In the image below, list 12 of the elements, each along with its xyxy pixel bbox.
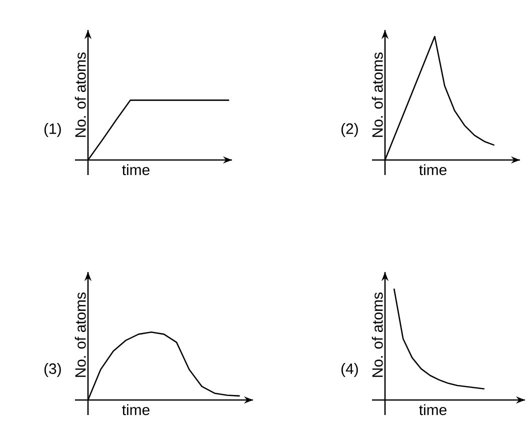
text: (1) xyxy=(44,123,61,137)
y-axis-title: No. of atoms xyxy=(74,292,86,377)
y-axis-title: No. of atoms xyxy=(74,52,86,137)
x-axis-title: time xyxy=(419,404,446,416)
text: (2) xyxy=(341,123,358,137)
text: (4) xyxy=(341,363,358,377)
x-axis-title: time xyxy=(419,164,446,176)
x-axis-title: time xyxy=(122,164,150,176)
y-axis-title: No. of atoms xyxy=(372,292,383,377)
text: (3) xyxy=(44,363,61,377)
y-axis-title: No. of atoms xyxy=(372,52,383,137)
x-axis-title: time xyxy=(122,404,150,416)
